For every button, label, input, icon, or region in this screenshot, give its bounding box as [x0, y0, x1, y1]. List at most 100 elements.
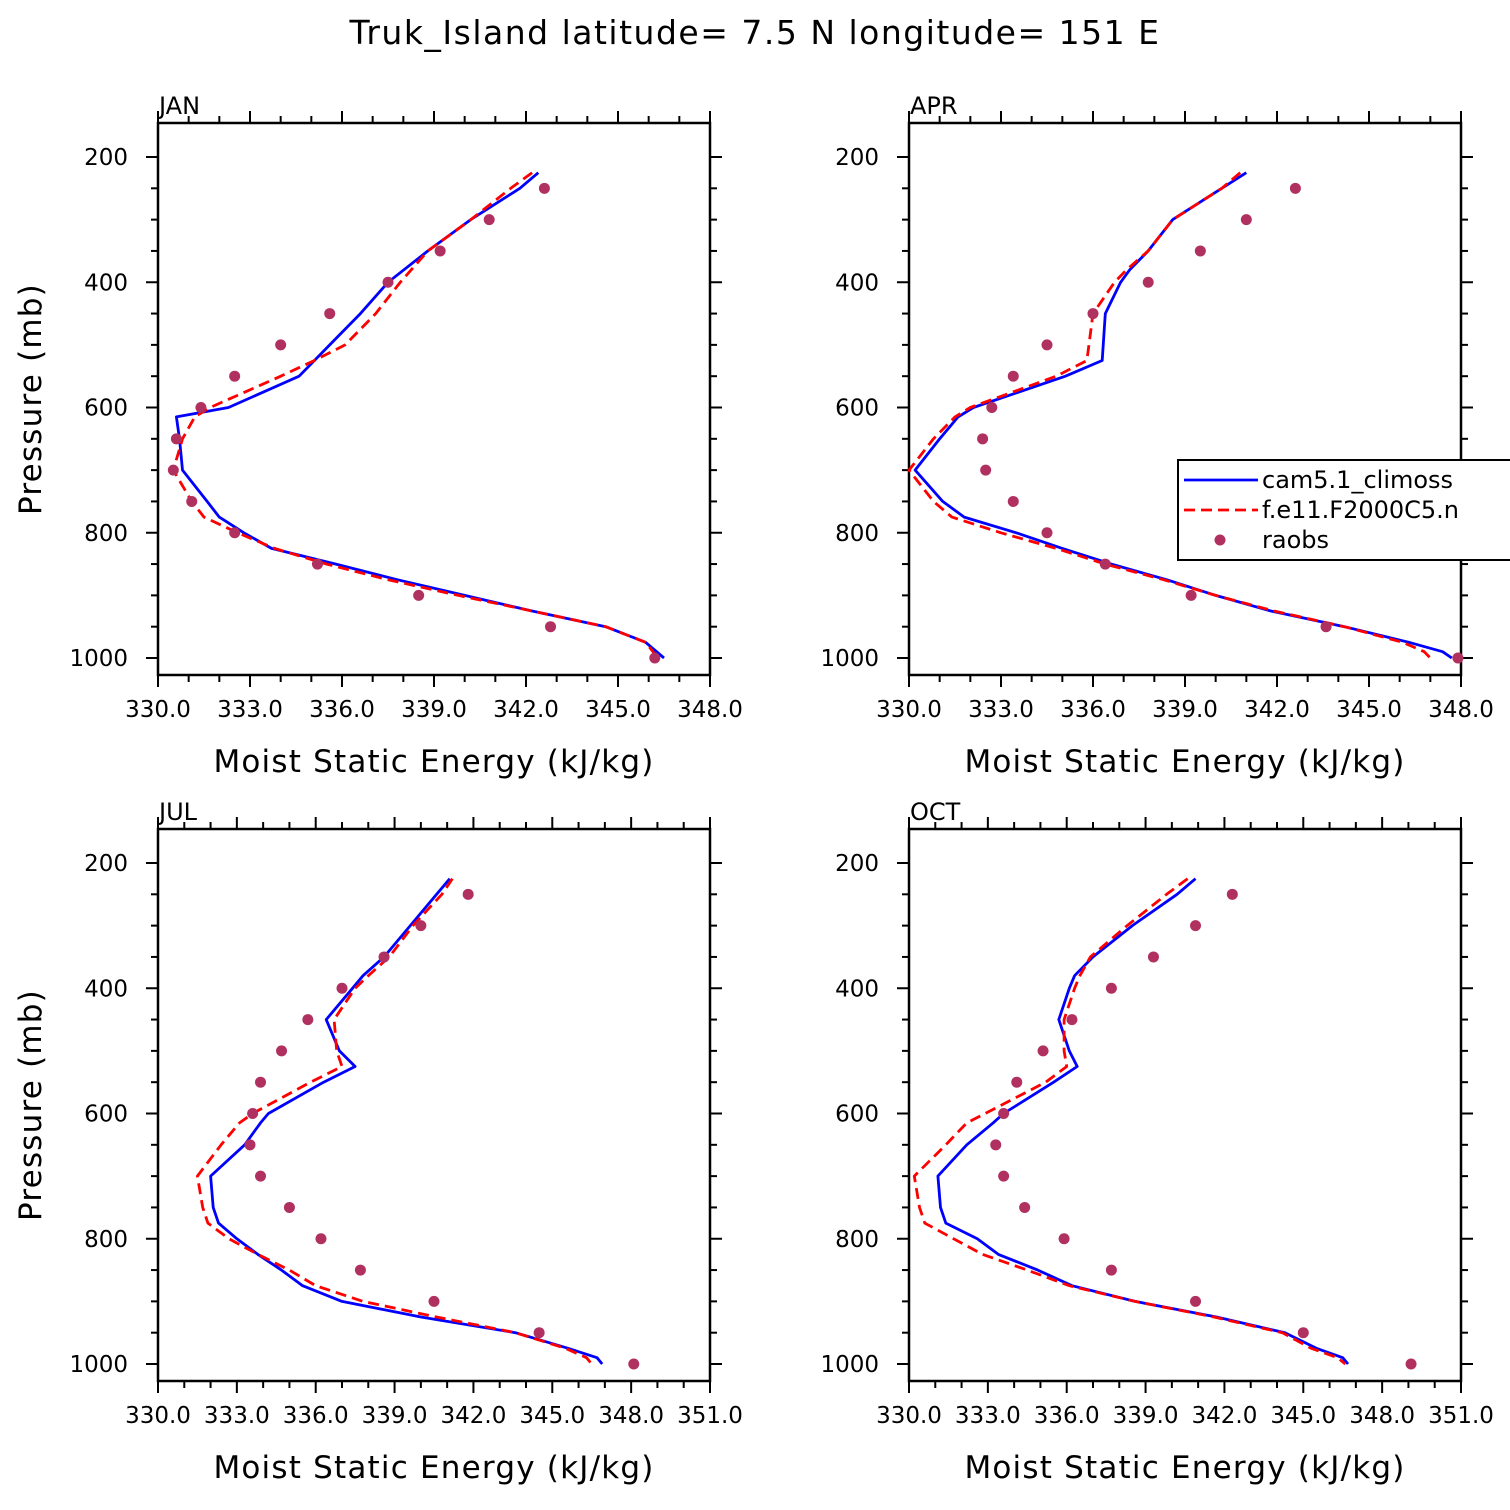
raobs-point [649, 652, 661, 664]
x-tick-label: 330.0 [876, 697, 942, 723]
raobs-point [428, 1295, 440, 1307]
raobs-point [1142, 276, 1154, 288]
raobs-point [229, 370, 241, 382]
raobs-point [336, 982, 348, 994]
raobs-point [283, 1201, 295, 1213]
x-tick-label: 336.0 [283, 1403, 349, 1429]
figure-title: Truk_Island latitude= 7.5 N longitude= 1… [349, 13, 1161, 52]
x-axis-label: Moist Static Energy (kJ/kg) [964, 744, 1405, 780]
series-line-f-e11 [171, 171, 660, 659]
raobs-point [1190, 920, 1202, 932]
y-axis-label: Pressure (mb) [13, 283, 49, 515]
raobs-point [324, 308, 336, 320]
raobs-point [229, 527, 241, 539]
raobs-point [1452, 652, 1464, 664]
raobs-point [1037, 1045, 1049, 1057]
raobs-point [1011, 1076, 1023, 1088]
x-tick-label: 348.0 [677, 697, 743, 723]
x-axis-label: Moist Static Energy (kJ/kg) [964, 1450, 1405, 1486]
raobs-point [1194, 245, 1206, 257]
raobs-point [302, 1014, 314, 1026]
y-tick-label: 800 [84, 521, 128, 547]
series-line-cam5 [913, 171, 1453, 660]
y-tick-label: 200 [835, 145, 879, 171]
series-line-cam5 [209, 877, 604, 1365]
y-tick-label: 600 [835, 1102, 879, 1128]
y-tick-label: 200 [84, 851, 128, 877]
raobs-point [244, 1139, 256, 1151]
raobs-point [998, 1170, 1010, 1182]
raobs-point [1007, 370, 1019, 382]
y-tick-label: 600 [835, 396, 879, 422]
y-tick-label: 600 [84, 1102, 128, 1128]
raobs-point [378, 951, 390, 963]
x-tick-label: 351.0 [677, 1403, 743, 1429]
raobs-point [1007, 495, 1019, 507]
panel-title: JAN [157, 92, 200, 120]
y-tick-label: 200 [835, 851, 879, 877]
y-tick-label: 400 [84, 270, 128, 296]
y-tick-label: 1000 [820, 646, 879, 672]
y-tick-label: 800 [84, 1227, 128, 1253]
x-axis-label: Moist Static Energy (kJ/kg) [213, 744, 654, 780]
series-line-cam5 [174, 171, 665, 660]
raobs-point [1105, 982, 1117, 994]
raobs-point [1320, 621, 1332, 633]
raobs-point [186, 495, 198, 507]
raobs-point [382, 276, 394, 288]
panel-oct: OCT 330.0 333.0 336.0 339.0 342.0 345.0 348.0 35… [820, 798, 1493, 1486]
x-tick-label: 333.0 [204, 1403, 270, 1429]
raobs-point [247, 1108, 259, 1119]
x-tick-label: 348.0 [1349, 1403, 1415, 1429]
x-tick-label: 333.0 [968, 697, 1034, 723]
raobs-point [533, 1327, 545, 1339]
raobs-point [434, 245, 446, 257]
y-tick-label: 400 [84, 976, 128, 1002]
raobs-point [545, 621, 557, 633]
legend-marker-raobs [1214, 534, 1226, 546]
x-tick-label: 342.0 [1191, 1403, 1257, 1429]
series-line-f-e11 [195, 877, 593, 1365]
panel-apr: APR 330.0 333.0 336.0 339.0 342.0 345.0 348.0 20… [820, 92, 1493, 780]
x-tick-label: 345.0 [1336, 697, 1402, 723]
raobs-point [980, 464, 992, 476]
plot-frame [907, 827, 1463, 1383]
x-tick-label: 339.0 [401, 697, 467, 723]
series-line-f-e11 [912, 877, 1347, 1366]
raobs-point [538, 182, 550, 194]
x-tick-label: 333.0 [217, 697, 283, 723]
y-tick-label: 1000 [820, 1352, 879, 1378]
x-tick-label: 345.0 [519, 1403, 585, 1429]
x-tick-label: 339.0 [362, 1403, 428, 1429]
panel-title: APR [910, 92, 958, 120]
x-axis-label: Moist Static Energy (kJ/kg) [213, 1450, 654, 1486]
x-tick-label: 336.0 [1060, 697, 1126, 723]
raobs-point [1289, 182, 1301, 194]
raobs-point [483, 214, 495, 226]
x-tick-label: 336.0 [1034, 1403, 1100, 1429]
raobs-point [1058, 1233, 1070, 1245]
x-tick-label: 342.0 [1244, 697, 1310, 723]
y-tick-label: 1000 [69, 646, 128, 672]
y-tick-label: 400 [835, 270, 879, 296]
legend-box [1177, 459, 1510, 561]
x-tick-label: 348.0 [1428, 697, 1494, 723]
raobs-point [255, 1076, 267, 1088]
x-tick-label: 342.0 [440, 1403, 506, 1429]
raobs-point [1066, 1014, 1078, 1026]
x-tick-label: 348.0 [598, 1403, 664, 1429]
y-tick-label: 200 [84, 145, 128, 171]
x-tick-label: 330.0 [125, 697, 191, 723]
raobs-point [255, 1170, 267, 1182]
legend-label: cam5.1_climoss [1262, 466, 1453, 494]
legend-label: f.e11.F2000C5.n [1262, 496, 1459, 524]
x-tick-label: 351.0 [1428, 1403, 1494, 1429]
raobs-point [311, 558, 323, 570]
raobs-point [990, 1139, 1002, 1151]
x-tick-label: 345.0 [1270, 1403, 1336, 1429]
y-tick-label: 800 [835, 1227, 879, 1253]
raobs-point [415, 920, 427, 932]
y-tick-label: 800 [835, 521, 879, 547]
raobs-point [1297, 1327, 1309, 1339]
raobs-point [1190, 1295, 1202, 1307]
